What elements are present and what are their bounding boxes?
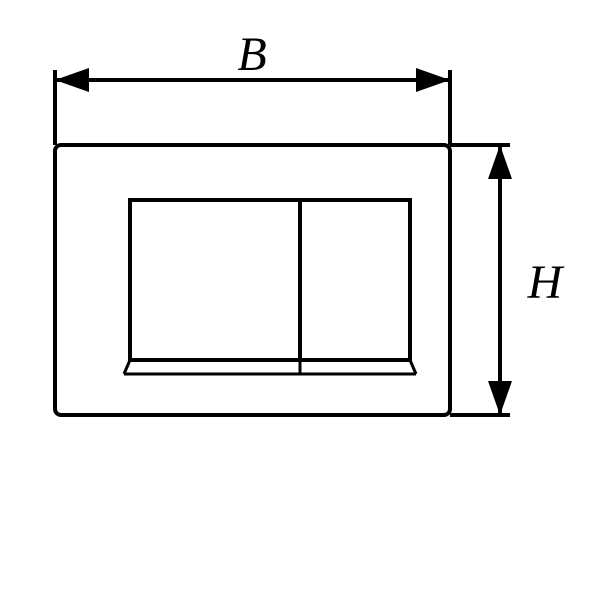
arrowhead-left	[55, 68, 89, 92]
dim-label-b: B	[237, 28, 266, 81]
inner-right	[300, 200, 410, 360]
bevel-left	[124, 360, 130, 374]
arrowhead-right	[416, 68, 450, 92]
inner-left	[130, 200, 300, 360]
dimension-diagram: BH	[0, 0, 600, 600]
dim-label-h: H	[527, 256, 565, 309]
arrowhead-down	[488, 381, 512, 415]
arrowhead-up	[488, 145, 512, 179]
bevel-right	[410, 360, 416, 374]
